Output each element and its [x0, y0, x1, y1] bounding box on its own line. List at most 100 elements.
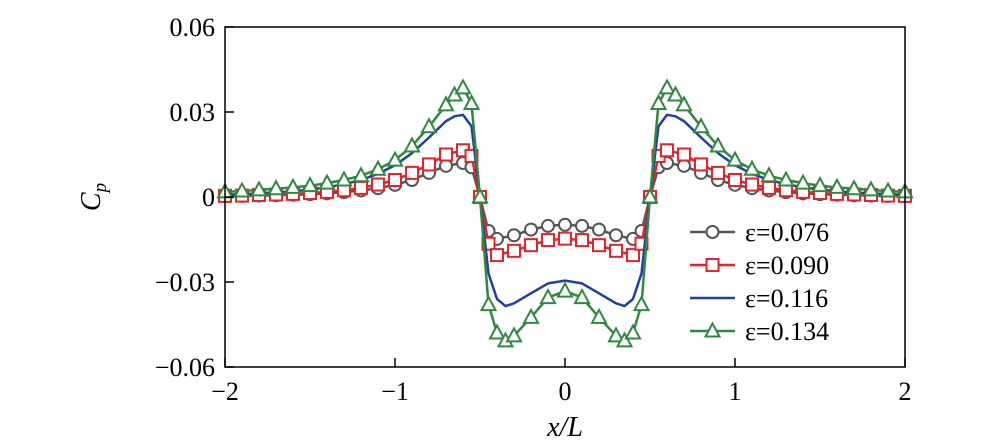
data-point-triangle	[301, 176, 319, 193]
x-tick-label: −1	[381, 377, 409, 406]
data-point-triangle	[658, 78, 676, 95]
data-point-triangle	[556, 281, 574, 298]
data-point-triangle	[726, 150, 744, 167]
legend-label: ε=0.090	[745, 251, 829, 280]
data-point-triangle	[437, 95, 455, 112]
data-point-triangle	[318, 173, 336, 190]
data-point-square	[490, 248, 504, 263]
data-point-triangle	[828, 177, 846, 194]
data-point-square	[405, 165, 419, 180]
x-tick-label: −2	[211, 377, 239, 406]
data-point-square	[705, 258, 720, 272]
data-point-triangle	[666, 85, 685, 102]
data-point-triangle	[479, 295, 498, 312]
data-point-square	[762, 180, 776, 195]
data-point-triangle	[267, 179, 285, 196]
data-point-square	[592, 238, 606, 253]
data-point-square	[558, 231, 572, 246]
data-point-triangle	[794, 173, 812, 190]
data-point-square	[388, 173, 402, 187]
data-point-triangle	[845, 179, 863, 196]
data-point-triangle	[335, 170, 353, 187]
data-point-square	[439, 147, 453, 162]
x-tick-label: 2	[899, 377, 912, 406]
y-axis-title-subscript: p	[90, 183, 111, 195]
data-point-square	[745, 177, 759, 192]
series-layer	[216, 78, 914, 348]
series-group	[216, 78, 914, 348]
data-point-square	[507, 243, 521, 258]
legend-label: ε=0.134	[745, 317, 829, 346]
data-point-square	[371, 177, 385, 192]
legend: ε=0.076 ε=0.090 ε=0.116 ε=0.134	[690, 218, 829, 346]
legend-item: ε=0.090	[690, 251, 829, 280]
data-point-triangle	[703, 321, 722, 338]
data-point-square	[575, 233, 589, 248]
data-point-triangle	[590, 307, 608, 324]
data-point-triangle	[233, 181, 251, 198]
data-point-square	[728, 173, 742, 187]
data-point-square	[711, 165, 725, 180]
data-point-triangle	[488, 323, 506, 340]
data-point-circle	[558, 217, 572, 232]
data-point-triangle	[760, 166, 778, 183]
data-point-square	[660, 143, 674, 158]
data-point-square	[677, 147, 691, 162]
data-point-square	[541, 233, 555, 248]
y-tick-label: 0	[202, 183, 215, 212]
data-point-triangle	[641, 187, 659, 204]
data-point-circle	[439, 158, 453, 173]
data-point-circle	[507, 228, 521, 243]
data-point-triangle	[607, 326, 625, 343]
data-point-triangle	[675, 95, 693, 112]
data-point-triangle	[573, 287, 591, 305]
data-point-circle	[575, 218, 589, 233]
x-tick-label: 0	[559, 377, 572, 406]
data-point-triangle	[632, 295, 651, 312]
data-point-triangle	[539, 287, 557, 305]
data-point-square	[422, 157, 436, 172]
data-point-triangle	[471, 187, 489, 204]
data-point-triangle	[462, 93, 481, 110]
data-point-square	[354, 180, 368, 195]
data-point-square	[626, 248, 640, 263]
data-point-triangle	[403, 136, 421, 153]
legend-label: ε=0.116	[745, 284, 828, 313]
y-axis-title: Cp	[76, 183, 111, 211]
data-point-triangle	[615, 331, 634, 348]
data-point-triangle	[862, 180, 880, 197]
legend-item: ε=0.076	[690, 218, 829, 247]
y-tick-label: 0.06	[170, 13, 216, 42]
data-point-triangle	[284, 177, 302, 194]
data-point-triangle	[649, 93, 668, 110]
data-point-square	[694, 157, 708, 172]
data-point-circle	[524, 222, 538, 237]
data-point-square	[524, 238, 538, 253]
legend-item: ε=0.134	[690, 317, 829, 346]
y-tick-label: −0.03	[155, 268, 215, 297]
data-point-circle	[592, 222, 606, 237]
data-point-triangle	[352, 166, 370, 183]
data-point-circle	[705, 225, 720, 239]
data-point-circle	[541, 218, 555, 233]
x-tick-label: 1	[729, 377, 742, 406]
data-point-triangle	[624, 323, 642, 340]
legend-label: ε=0.076	[745, 218, 829, 247]
data-point-triangle	[777, 170, 795, 187]
data-point-triangle	[454, 78, 472, 95]
legend-item: ε=0.116	[690, 284, 828, 313]
data-point-triangle	[709, 136, 727, 153]
data-point-triangle	[811, 176, 829, 193]
data-point-triangle	[250, 180, 268, 197]
data-point-triangle	[522, 307, 540, 324]
data-point-triangle	[369, 159, 387, 176]
data-point-circle	[609, 228, 623, 243]
data-point-triangle	[743, 159, 761, 176]
data-point-triangle	[386, 150, 404, 167]
data-point-triangle	[420, 117, 438, 134]
y-tick-label: −0.06	[155, 353, 215, 382]
data-point-square	[609, 243, 623, 258]
x-axis-title: x/L	[546, 412, 583, 442]
